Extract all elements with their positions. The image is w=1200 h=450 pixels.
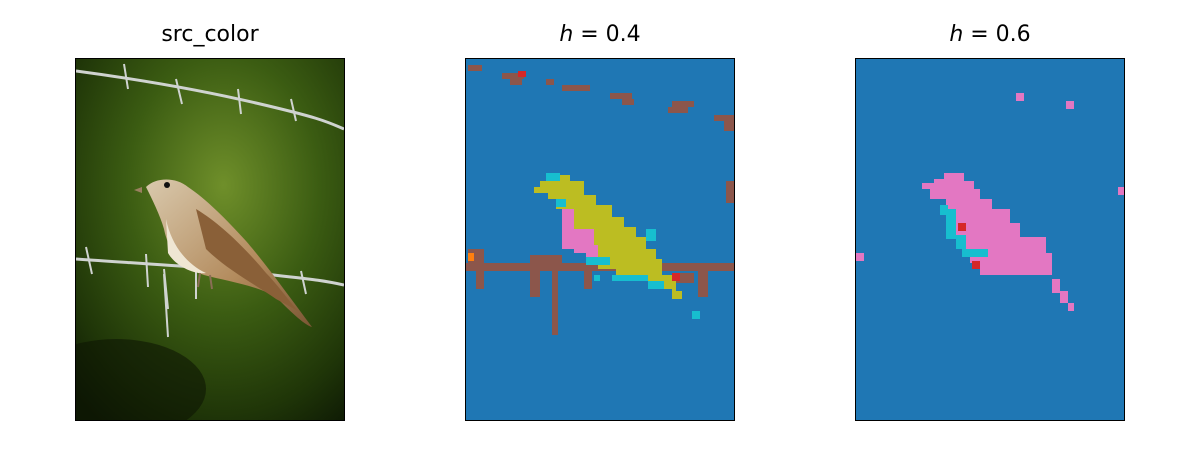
- segmentation-h-0-4: [465, 58, 735, 421]
- h-value: = 0.6: [963, 22, 1031, 47]
- h-symbol: h: [949, 22, 964, 47]
- panel-title-h-0-6: h = 0.6: [855, 22, 1125, 47]
- h-value: = 0.4: [573, 22, 641, 47]
- src-color-image: [75, 58, 345, 421]
- panel-title-src-color: src_color: [161, 22, 259, 47]
- h-symbol: h: [559, 22, 574, 47]
- segmentation-h-0-6: [855, 58, 1125, 421]
- panel-title-h-0-4: h = 0.4: [465, 22, 735, 47]
- sparrow-photo: [76, 59, 344, 420]
- segmentation-map-0-4: [466, 59, 734, 420]
- segmentation-map-0-6: [856, 59, 1124, 420]
